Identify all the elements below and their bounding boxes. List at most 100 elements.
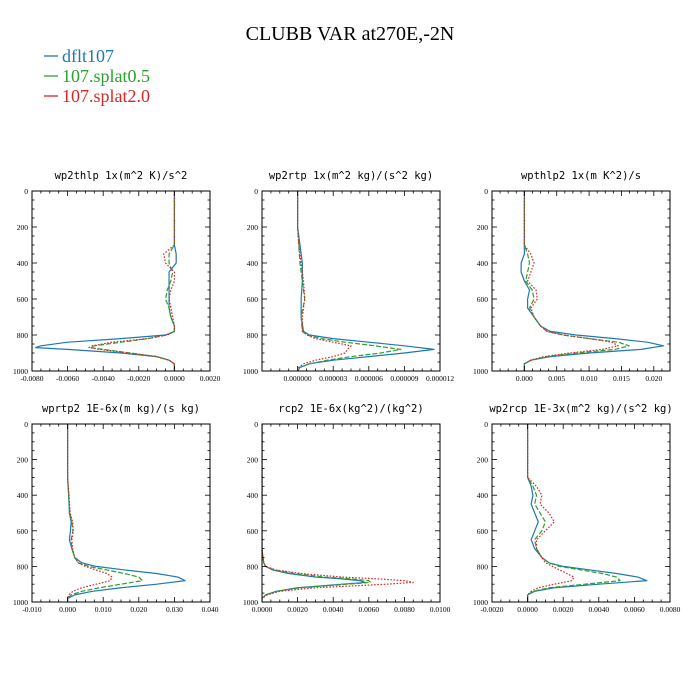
y-tick-label: 0 — [484, 187, 488, 196]
panel-title: wp2rtp 1x(m^2 kg)/(s^2 kg) — [269, 170, 433, 182]
y-tick-label: 200 — [247, 456, 259, 465]
x-tick-label: 0.0020 — [553, 605, 574, 614]
y-tick-label: 200 — [17, 456, 29, 465]
x-tick-label: -0.0060 — [56, 374, 79, 383]
x-tick-label: 0.0020 — [200, 374, 221, 383]
y-tick-label: 600 — [17, 527, 29, 536]
y-tick-label: 400 — [17, 259, 29, 268]
y-tick-label: 1000 — [243, 598, 258, 607]
x-tick-label: 0.0000 — [252, 605, 273, 614]
series-group — [526, 424, 648, 602]
x-tick-label: 0.010 — [95, 605, 112, 614]
y-tick-label: 600 — [477, 295, 489, 304]
series-group — [297, 191, 435, 371]
y-tick-label: 0 — [254, 187, 258, 196]
x-tick-label: 0.0080 — [394, 605, 415, 614]
panel-title: wp2rcp 1E-3x(m^2 kg)/(s^2 kg) — [489, 403, 672, 415]
x-tick-label: 0.040 — [202, 605, 219, 614]
panel-title: wprtp2 1E-6x(m kg)/(s kg) — [42, 403, 200, 415]
x-tick-label: -0.0020 — [480, 605, 503, 614]
series-group — [262, 424, 414, 602]
series-line-3 — [66, 424, 113, 602]
x-tick-label: 0.0000 — [517, 605, 538, 614]
y-tick-label: 400 — [477, 259, 489, 268]
x-tick-label: 0.020 — [645, 374, 662, 383]
panel-1: wp2thlp 1x(m^2 K)/s^202004006008001000-0… — [13, 170, 221, 383]
panels: wp2thlp 1x(m^2 K)/s^202004006008001000-0… — [13, 170, 681, 614]
panel-title: rcp2 1E-6x(kg^2)/(kg^2) — [278, 403, 423, 415]
legend-label-splat05: 107.splat0.5 — [62, 66, 150, 86]
x-tick-label: 0.0040 — [588, 605, 609, 614]
y-tick-label: 1000 — [243, 367, 258, 376]
x-tick-label: 0.0080 — [660, 605, 681, 614]
y-tick-label: 800 — [247, 331, 259, 340]
series-group — [66, 424, 186, 602]
legend-label-splat20: 107.splat2.0 — [62, 86, 150, 106]
y-tick-label: 200 — [17, 223, 29, 232]
y-tick-label: 800 — [247, 562, 259, 571]
x-tick-label: 0.000006 — [355, 374, 383, 383]
y-tick-label: 0 — [254, 420, 258, 429]
panel-5: rcp2 1E-6x(kg^2)/(kg^2) 0 200 400 600 800 1000… — [243, 403, 451, 614]
y-tick-label: 400 — [247, 491, 259, 500]
series-line-1 — [297, 191, 435, 371]
x-tick-label: -0.0040 — [92, 374, 115, 383]
series-group — [34, 191, 177, 371]
panel-4: wprtp2 1E-6x(m kg)/(s kg) 0 200 400 600 800 10… — [13, 403, 219, 614]
y-tick-label: 200 — [477, 456, 489, 465]
legend: dflt107 107.splat0.5 107.splat2.0 — [44, 46, 150, 106]
y-tick-label: 200 — [477, 223, 489, 232]
y-tick-label: 800 — [477, 562, 489, 571]
x-tick-label: 0.0060 — [624, 605, 645, 614]
x-tick-label: 0.000009 — [390, 374, 418, 383]
x-tick-label: 0.000 — [516, 374, 533, 383]
legend-label-dflt107: dflt107 — [62, 46, 114, 66]
series-line-2 — [523, 191, 630, 371]
y-tick-label: 400 — [477, 491, 489, 500]
series-line-2 — [297, 191, 402, 371]
y-tick-label: 1000 — [13, 367, 28, 376]
x-tick-label: 0.000000 — [284, 374, 312, 383]
series-line-3 — [262, 424, 414, 602]
y-tick-label: 0 — [24, 420, 28, 429]
x-tick-label: 0.010 — [581, 374, 598, 383]
y-tick-label: 1000 — [473, 598, 488, 607]
y-tick-label: 800 — [17, 331, 29, 340]
x-tick-label: 0.000012 — [426, 374, 454, 383]
series-group — [520, 191, 665, 371]
x-tick-label: 0.015 — [613, 374, 630, 383]
panel-6: wp2rcp 1E-3x(m^2 kg)/(s^2 kg)0 200 400 600 8… — [473, 403, 681, 614]
x-tick-label: 0.020 — [130, 605, 147, 614]
y-tick-label: 1000 — [473, 367, 488, 376]
y-tick-label: 600 — [17, 295, 29, 304]
x-tick-label: 0.000 — [59, 605, 76, 614]
y-tick-label: 600 — [477, 527, 489, 536]
y-tick-label: 1000 — [13, 598, 28, 607]
x-tick-label: 0.0020 — [287, 605, 308, 614]
x-tick-label: 0.0060 — [358, 605, 379, 614]
series-line-3 — [88, 191, 175, 371]
series-line-3 — [523, 191, 619, 371]
series-line-2 — [526, 424, 621, 602]
panel-3: wpthlp2 1x(m K^2)/s 0 200 400 600 800 1000 0.00… — [473, 170, 671, 383]
x-tick-label: -0.0080 — [20, 374, 43, 383]
y-tick-label: 0 — [484, 420, 488, 429]
x-tick-label: -0.0020 — [127, 374, 150, 383]
y-tick-label: 800 — [17, 562, 29, 571]
y-tick-label: 0 — [24, 187, 28, 196]
series-line-3 — [297, 191, 352, 371]
x-tick-label: 0.0100 — [430, 605, 451, 614]
y-tick-label: 600 — [247, 527, 259, 536]
x-tick-label: 0.005 — [548, 374, 565, 383]
panel-title: wpthlp2 1x(m K^2)/s — [521, 170, 641, 182]
figure-title: CLUBB VAR at270E,-2N — [246, 23, 455, 45]
series-line-2 — [262, 424, 372, 602]
panel-title: wp2thlp 1x(m^2 K)/s^2 — [55, 170, 188, 182]
y-tick-label: 200 — [247, 223, 259, 232]
panel-2: wp2rtp 1x(m^2 kg)/(s^2 kg) 0 200 400 600 800 1… — [243, 170, 454, 383]
y-tick-label: 800 — [477, 331, 489, 340]
x-tick-label: 0.030 — [166, 605, 183, 614]
x-tick-label: -0.010 — [22, 605, 42, 614]
x-tick-label: 0.000003 — [319, 374, 347, 383]
